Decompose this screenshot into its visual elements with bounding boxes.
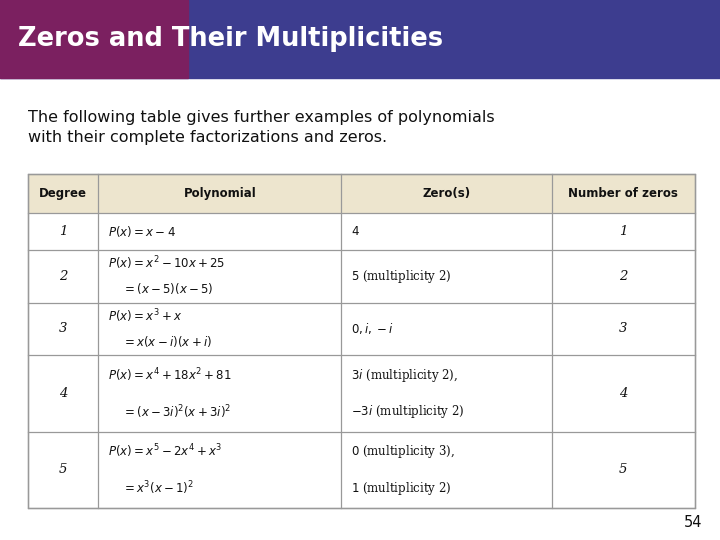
Text: $P(x) = x^4 + 18x^2 + 81$: $P(x) = x^4 + 18x^2 + 81$ [108,367,232,384]
Text: $4$: $4$ [351,225,360,238]
Text: $= (x - 5)(x - 5)$: $= (x - 5)(x - 5)$ [122,281,214,296]
Text: Polynomial: Polynomial [184,187,256,200]
Text: 1: 1 [619,225,628,238]
Text: 4: 4 [59,387,67,400]
Text: $-3i$ (multiplicity 2): $-3i$ (multiplicity 2) [351,403,465,420]
Bar [28,174,695,213]
Text: 54: 54 [683,515,702,530]
Bar [0,0,188,78]
Text: $= x^3(x - 1)^2$: $= x^3(x - 1)^2$ [122,480,194,497]
Text: $3i$ (multiplicity 2),: $3i$ (multiplicity 2), [351,367,459,384]
Text: 3: 3 [59,322,67,335]
Text: 2: 2 [619,269,628,282]
Text: $5$ (multiplicity 2): $5$ (multiplicity 2) [351,268,452,285]
Text: with their complete factorizations and zeros.: with their complete factorizations and z… [28,130,387,145]
Text: 4: 4 [619,387,628,400]
Text: Number of zeros: Number of zeros [568,187,678,200]
Bar [0,0,720,78]
Text: $= (x - 3i)^2(x + 3i)^2$: $= (x - 3i)^2(x + 3i)^2$ [122,403,231,421]
Text: Degree: Degree [39,187,87,200]
Text: Zero(s): Zero(s) [423,187,471,200]
Text: 2: 2 [59,269,67,282]
Text: $1$ (multiplicity 2): $1$ (multiplicity 2) [351,480,452,497]
Text: $P(x) = x - 4$: $P(x) = x - 4$ [108,224,176,239]
Text: 5: 5 [619,463,628,476]
Text: 3: 3 [619,322,628,335]
Bar [28,174,695,508]
Text: 1: 1 [59,225,67,238]
Text: $P(x) = x^5 - 2x^4 + x^3$: $P(x) = x^5 - 2x^4 + x^3$ [108,443,222,460]
Text: $P(x) = x^3 + x$: $P(x) = x^3 + x$ [108,307,182,325]
Text: $P(x) = x^2 - 10x + 25$: $P(x) = x^2 - 10x + 25$ [108,254,225,272]
Text: Zeros and Their Multiplicities: Zeros and Their Multiplicities [18,26,443,52]
Text: $0, i, -i$: $0, i, -i$ [351,321,394,336]
Text: $= x(x - i)(x + i)$: $= x(x - i)(x + i)$ [122,334,212,349]
Text: 5: 5 [59,463,67,476]
Text: $0$ (multiplicity 3),: $0$ (multiplicity 3), [351,443,455,460]
Text: The following table gives further examples of polynomials: The following table gives further exampl… [28,110,495,125]
